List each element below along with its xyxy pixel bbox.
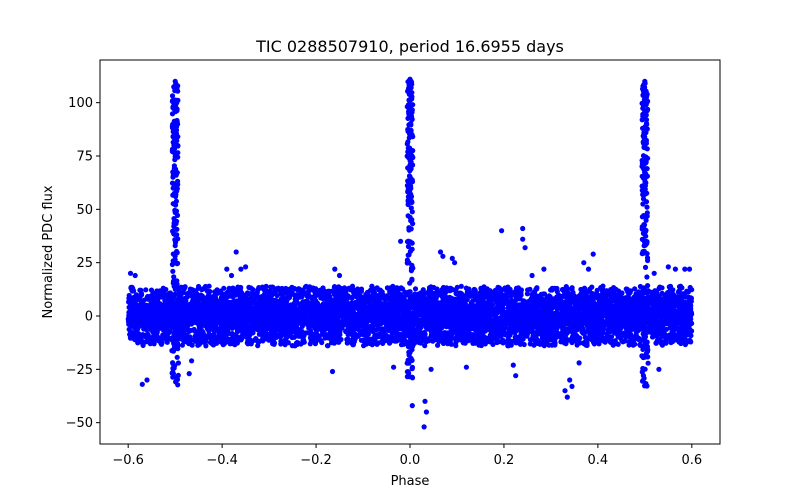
data-point <box>162 298 168 304</box>
data-point <box>164 339 170 345</box>
data-point <box>598 314 604 320</box>
chart-title: TIC 0288507910, period 16.6955 days <box>255 37 564 56</box>
data-point <box>417 325 423 331</box>
data-point <box>477 322 483 328</box>
data-point <box>433 303 439 309</box>
data-point <box>143 287 149 293</box>
data-point <box>158 302 164 308</box>
plot-points <box>125 76 695 430</box>
data-point <box>470 298 476 304</box>
data-point <box>412 286 419 292</box>
data-point <box>689 320 695 326</box>
data-point <box>521 298 527 304</box>
data-point <box>381 326 388 332</box>
data-point <box>169 299 175 305</box>
data-point <box>138 287 144 293</box>
data-point <box>481 319 487 325</box>
